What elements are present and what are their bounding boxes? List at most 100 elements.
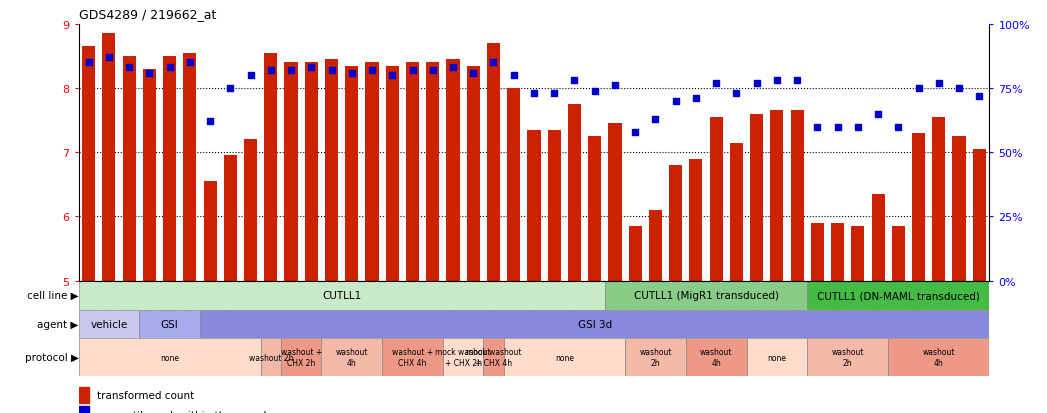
Text: washout
4h: washout 4h: [335, 348, 369, 367]
Point: [627, 129, 644, 135]
Bar: [567, 105, 581, 281]
Bar: [446, 60, 460, 281]
Text: CUTLL1 (DN-MAML transduced): CUTLL1 (DN-MAML transduced): [817, 290, 980, 300]
Bar: [588, 137, 601, 281]
Bar: [689, 159, 703, 281]
Text: vehicle: vehicle: [90, 319, 128, 329]
Text: mock washout
+ CHX 2h: mock washout + CHX 2h: [436, 348, 491, 367]
Bar: [406, 63, 419, 281]
Bar: [79, 281, 605, 310]
Point: [81, 60, 97, 66]
Point: [647, 116, 664, 123]
Bar: [605, 281, 807, 310]
Text: protocol ▶: protocol ▶: [24, 352, 79, 362]
Point: [465, 70, 482, 77]
Point: [870, 111, 887, 118]
Point: [343, 70, 360, 77]
Bar: [487, 44, 500, 281]
Point: [890, 124, 907, 131]
Text: washout
2h: washout 2h: [639, 348, 672, 367]
Point: [951, 85, 967, 92]
Point: [910, 85, 927, 92]
Point: [749, 81, 765, 87]
Bar: [325, 60, 338, 281]
Text: washout
2h: washout 2h: [831, 348, 864, 367]
Point: [971, 93, 987, 100]
Point: [424, 68, 441, 74]
Bar: [831, 223, 844, 281]
Bar: [771, 111, 783, 281]
Point: [526, 90, 542, 97]
Point: [324, 68, 340, 74]
Bar: [851, 226, 865, 281]
Point: [667, 98, 684, 105]
Point: [161, 65, 178, 71]
Bar: [507, 89, 520, 281]
Bar: [747, 339, 807, 376]
Bar: [385, 66, 399, 281]
Point: [829, 124, 846, 131]
Point: [485, 60, 502, 66]
Bar: [649, 211, 662, 281]
Point: [181, 60, 198, 66]
Bar: [443, 339, 484, 376]
Bar: [305, 63, 318, 281]
Text: washout +
CHX 2h: washout + CHX 2h: [281, 348, 321, 367]
Bar: [892, 226, 905, 281]
Bar: [750, 114, 763, 281]
Bar: [807, 339, 888, 376]
Bar: [261, 339, 281, 376]
Point: [849, 124, 866, 131]
Bar: [932, 118, 945, 281]
Text: cell line ▶: cell line ▶: [27, 290, 79, 300]
Bar: [224, 156, 237, 281]
Point: [263, 68, 280, 74]
Bar: [467, 66, 480, 281]
Point: [404, 68, 421, 74]
Text: washout
4h: washout 4h: [699, 348, 733, 367]
Text: CUTLL1: CUTLL1: [322, 290, 361, 300]
Point: [222, 85, 239, 92]
Point: [120, 65, 137, 71]
Point: [101, 55, 117, 62]
Bar: [382, 339, 443, 376]
Point: [363, 68, 380, 74]
Bar: [281, 339, 321, 376]
Bar: [504, 339, 625, 376]
Bar: [285, 63, 297, 281]
Text: GDS4289 / 219662_at: GDS4289 / 219662_at: [79, 8, 216, 21]
Bar: [122, 57, 136, 281]
Bar: [79, 310, 139, 339]
Text: none: none: [555, 353, 574, 362]
Point: [384, 73, 401, 79]
Bar: [79, 339, 261, 376]
Bar: [163, 57, 176, 281]
Bar: [628, 226, 642, 281]
Bar: [548, 131, 561, 281]
Bar: [200, 310, 989, 339]
Bar: [484, 339, 504, 376]
Text: mock washout
+ CHX 4h: mock washout + CHX 4h: [466, 348, 521, 367]
Bar: [203, 182, 217, 281]
Bar: [625, 339, 686, 376]
Bar: [730, 143, 743, 281]
Point: [809, 124, 826, 131]
Bar: [608, 124, 622, 281]
Bar: [264, 54, 277, 281]
Text: transformed count: transformed count: [96, 390, 194, 400]
Point: [768, 78, 785, 84]
Point: [303, 65, 319, 71]
Bar: [79, 406, 89, 413]
Bar: [183, 54, 197, 281]
Bar: [807, 281, 989, 310]
Text: agent ▶: agent ▶: [37, 319, 79, 329]
Bar: [871, 195, 885, 281]
Text: none: none: [160, 353, 179, 362]
Point: [242, 73, 259, 79]
Bar: [912, 134, 926, 281]
Text: CUTLL1 (MigR1 transduced): CUTLL1 (MigR1 transduced): [633, 290, 779, 300]
Text: washout +
CHX 4h: washout + CHX 4h: [392, 348, 433, 367]
Bar: [953, 137, 965, 281]
Text: GSI 3d: GSI 3d: [578, 319, 611, 329]
Bar: [365, 63, 379, 281]
